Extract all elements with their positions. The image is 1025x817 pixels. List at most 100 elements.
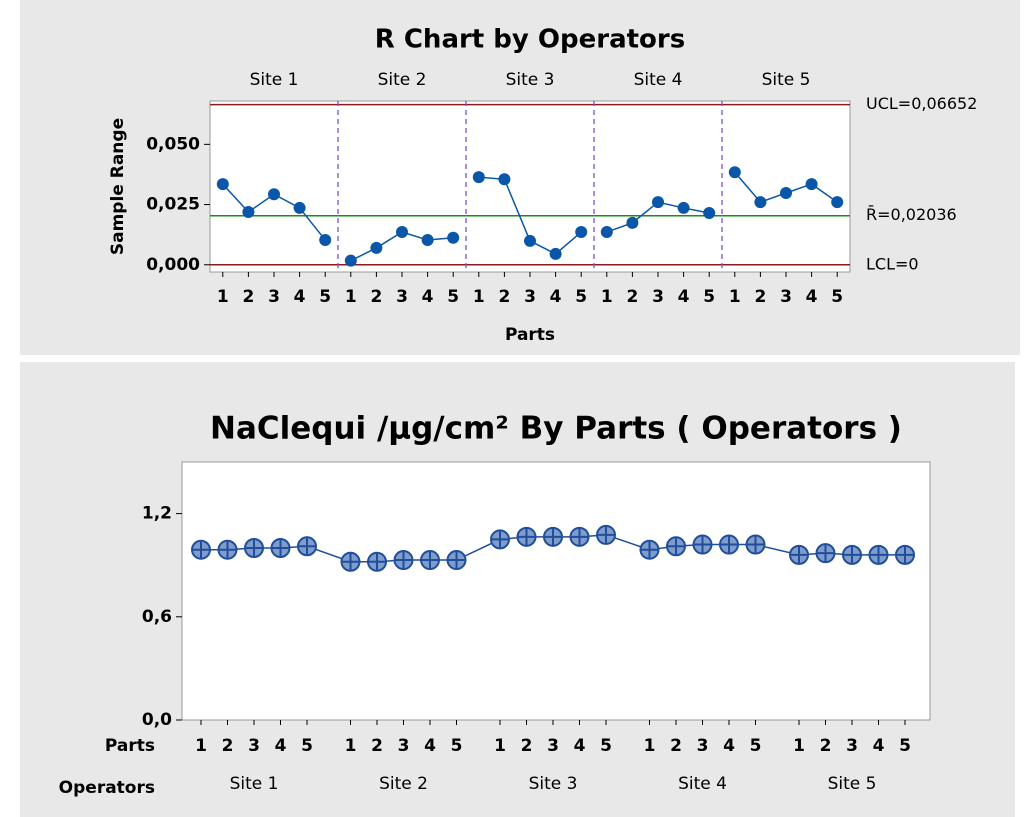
x-tick-label: 2 — [371, 736, 383, 756]
x-tick-label: 3 — [547, 736, 559, 756]
point-cross — [421, 551, 439, 570]
x-tick-label: 2 — [498, 287, 510, 307]
x-tick-label: 5 — [831, 287, 843, 307]
point — [805, 178, 818, 191]
chart-title: R Chart by Operators — [375, 25, 685, 55]
point — [396, 226, 408, 239]
x-tick-label: 1 — [644, 736, 656, 756]
point — [293, 201, 306, 214]
group-label: Site 4 — [634, 70, 683, 90]
y-tick-label: 0,6 — [142, 607, 172, 627]
x-tick-label: 2 — [521, 736, 533, 756]
group-label: Site 3 — [506, 70, 555, 90]
x-tick-label: 5 — [899, 736, 911, 756]
x-tick-label: 5 — [319, 287, 331, 307]
x-tick-label: 1 — [345, 287, 357, 307]
x-axis-label: Parts — [505, 325, 555, 345]
point-cross — [570, 527, 589, 546]
point-cross — [640, 540, 659, 559]
x-tick-label: 4 — [275, 736, 287, 756]
x-tick-label: 1 — [345, 736, 357, 756]
point — [319, 233, 332, 246]
x-tick-label: 5 — [600, 736, 612, 756]
x-tick-label: 2 — [370, 287, 382, 307]
y-tick-label: 0,050 — [146, 134, 200, 154]
x-tick-label: 4 — [294, 287, 306, 307]
point-cross — [192, 540, 210, 559]
x-tick-label: 1 — [195, 736, 207, 756]
x-tick-label: 3 — [248, 736, 260, 756]
point-cross — [896, 545, 914, 564]
point — [728, 166, 741, 179]
point — [575, 226, 588, 239]
point — [652, 196, 664, 209]
point-cross — [517, 527, 536, 546]
point — [370, 241, 383, 254]
x-tick-label: 3 — [524, 287, 536, 307]
x-tick-label: 2 — [222, 736, 234, 756]
x-tick-label: 3 — [396, 287, 408, 307]
point-cross — [218, 540, 237, 559]
chart-title: NaClequi /µg/cm² By Parts ( Operators ) — [210, 411, 902, 447]
x-tick-label: 1 — [601, 287, 613, 307]
x-tick-label: 5 — [451, 736, 463, 756]
point-cross — [746, 535, 765, 554]
point — [344, 254, 357, 267]
x-tick-label: 4 — [723, 736, 735, 756]
x-tick-label: 4 — [550, 287, 562, 307]
reference-label: UCL=0,06652 — [866, 94, 977, 113]
point-cross — [271, 539, 290, 557]
point — [472, 171, 485, 184]
x-tick-label: 2 — [820, 736, 832, 756]
group-row-label: Operators — [59, 778, 155, 798]
reference-label: LCL=0 — [866, 254, 919, 273]
x-tick-label: 2 — [626, 287, 638, 307]
point-cross — [544, 527, 562, 546]
x-tick-label: 2 — [754, 287, 766, 307]
x-tick-label: 3 — [652, 287, 664, 307]
point — [600, 226, 613, 239]
x-tick-label: 1 — [494, 736, 506, 756]
x-tick-label: 3 — [780, 287, 792, 307]
point-cross — [843, 545, 861, 564]
y-tick-label: 1,2 — [142, 504, 172, 524]
x-tick-label: 5 — [703, 287, 715, 307]
x-tick-label: 1 — [217, 287, 229, 307]
point — [421, 233, 434, 246]
point-cross — [693, 535, 712, 554]
x-tick-label: 4 — [806, 287, 818, 307]
point-cross — [394, 551, 413, 570]
x-tick-label: 5 — [750, 736, 762, 756]
point — [524, 234, 536, 247]
point-cross — [667, 537, 685, 556]
group-label: Site 3 — [529, 774, 578, 794]
x-tick-label: 5 — [301, 736, 313, 756]
x-tick-label: 2 — [242, 287, 254, 307]
x-row-label: Parts — [105, 736, 155, 756]
x-tick-label: 4 — [422, 287, 434, 307]
point-cross — [447, 551, 466, 570]
point — [831, 196, 844, 209]
group-label: Site 1 — [230, 774, 279, 794]
group-label: Site 5 — [828, 774, 877, 794]
point — [780, 187, 792, 200]
point-cross — [298, 537, 316, 556]
plot-area — [181, 461, 931, 721]
y-tick-label: 0,0 — [142, 710, 172, 730]
point — [268, 188, 280, 201]
point-cross — [597, 525, 615, 544]
point-cross — [245, 539, 263, 557]
point — [549, 247, 562, 260]
x-tick-label: 4 — [574, 736, 586, 756]
x-tick-label: 1 — [729, 287, 741, 307]
y-axis-label: Sample Range — [108, 118, 128, 255]
point-cross — [491, 530, 509, 549]
x-tick-label: 5 — [447, 287, 459, 307]
point — [703, 206, 716, 219]
x-tick-label: 4 — [873, 736, 885, 756]
x-tick-label: 5 — [575, 287, 587, 307]
x-tick-label: 4 — [678, 287, 690, 307]
y-tick-label: 0,025 — [146, 195, 200, 215]
group-label: Site 5 — [762, 70, 811, 90]
